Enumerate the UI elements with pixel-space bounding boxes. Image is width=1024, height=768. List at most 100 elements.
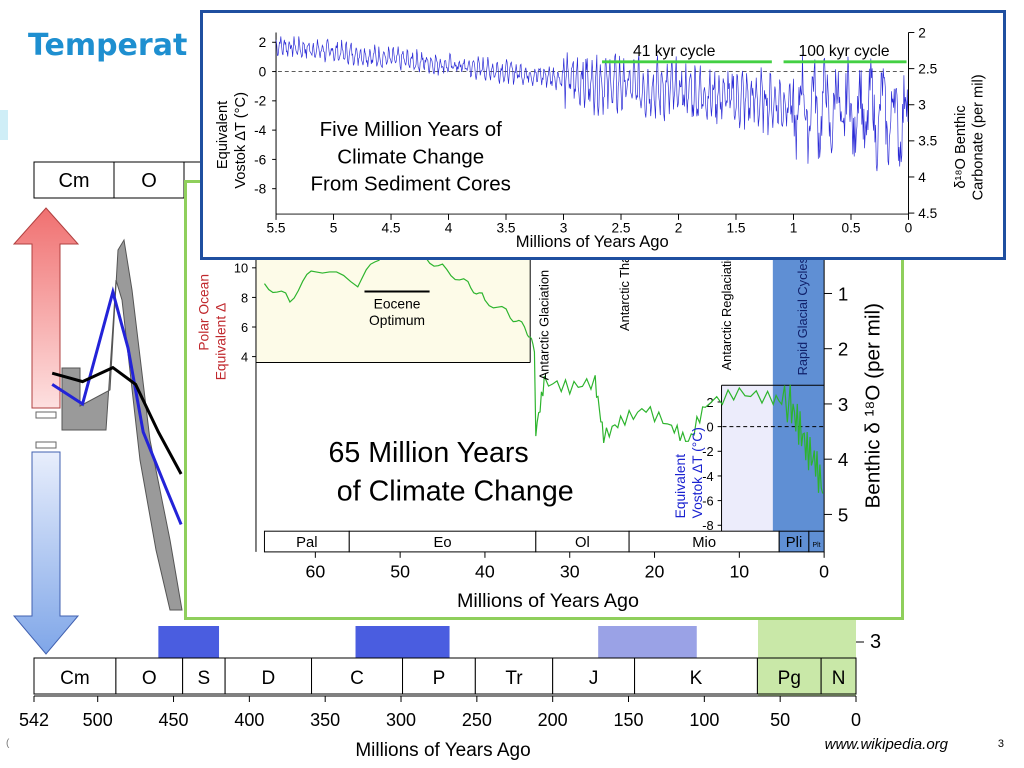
benthic-y-ticks: 1 2 3 4 5 xyxy=(824,283,848,525)
period-box-p xyxy=(402,657,476,695)
annotations: Antarctic Glaciation Antarctic Thawing Ant… xyxy=(537,229,811,380)
x-tick-label-6: 250 xyxy=(462,710,492,730)
series-short-term xyxy=(51,286,183,525)
x-axis-ticks: 5.5 5 4.5 4 3.5 3 2.5 2 1.5 1 0.5 0 xyxy=(267,214,913,236)
period-label-p: P xyxy=(433,668,446,689)
polar-axis-label-2: Equivalent Δ xyxy=(213,303,228,380)
x-tick-label-2: 450 xyxy=(159,710,189,730)
source-credit[interactable]: www.wikipedia.org xyxy=(824,736,948,753)
right-y-ticks: 2 2.5 3 3.5 4 4.5 xyxy=(908,25,938,221)
benthic-tick-label-3: 4 xyxy=(838,449,848,470)
right-axis-label-2: Carbonate (per mil) xyxy=(971,74,987,200)
period-box-d xyxy=(224,657,313,695)
polar-tick-label-1: 8 xyxy=(241,290,248,305)
epoch-label-plt: Plt xyxy=(812,542,820,549)
epoch-box-plt xyxy=(808,530,825,553)
annotation-glaciation: Antarctic Glaciation xyxy=(537,270,552,380)
glacial-bars xyxy=(158,626,856,658)
x-tick-label-11: 0 xyxy=(851,710,861,730)
period-box-s xyxy=(182,657,226,695)
series-long-term xyxy=(51,365,183,475)
warm-arrow-shape xyxy=(12,207,80,409)
period-label-n: N xyxy=(832,668,846,689)
x-tick-label-2: 40 xyxy=(475,562,495,582)
warm-arrow xyxy=(12,207,80,419)
x-tick-label-4: 20 xyxy=(645,562,665,582)
annotation-41kyr: 41 kyr cycle xyxy=(633,43,715,60)
chart-title-line-2: Climate Change xyxy=(337,145,484,168)
x-tick-label-9: 1 xyxy=(790,221,798,236)
left-axis-label-1: Equivalent xyxy=(215,101,231,169)
period-box-cm xyxy=(33,657,117,695)
page-number: 3 xyxy=(997,738,1004,750)
annotation-eocene-1: Eocene xyxy=(374,296,421,311)
period-label-s: S xyxy=(198,668,211,689)
right-tick-label-5: 4.5 xyxy=(918,206,937,221)
left-tick-label-4: -6 xyxy=(254,152,266,167)
x-tick-label-6: 2.5 xyxy=(612,221,631,236)
x-tick-label-4: 350 xyxy=(310,710,340,730)
cool-arrow xyxy=(12,441,80,655)
x-tick-label-0: 5.5 xyxy=(267,221,286,236)
rapid-cycles-band xyxy=(772,252,825,532)
right-axis-label-1: δ¹⁸O Benthic xyxy=(953,105,969,188)
x-tick-label-1: 500 xyxy=(83,710,113,730)
vostok-axis-label-1: Equivalent xyxy=(673,454,688,519)
period-label-j: J xyxy=(589,668,599,689)
copyright-mark: ( xyxy=(6,738,10,749)
x-tick-label-7: 2 xyxy=(675,221,683,236)
x-tick-label-8: 1.5 xyxy=(727,221,746,236)
vostok-panel-bg xyxy=(721,385,773,532)
x-tick-label-1: 5 xyxy=(330,221,338,236)
right-tick-label-1: 2.5 xyxy=(918,62,937,77)
benthic-tick-label-0: 1 xyxy=(838,283,848,304)
chart-title-line-3: From Sediment Cores xyxy=(311,173,511,196)
polar-panel-bg xyxy=(255,252,531,363)
period-label-o-top: O xyxy=(141,170,157,192)
left-y-ticks: 2 0 -2 -4 -6 -8 xyxy=(254,35,277,197)
period-label-cm: Cm xyxy=(60,668,90,689)
chart-title-line-1: 65 Million Years xyxy=(328,437,528,469)
vostok-tick-label-5: -8 xyxy=(702,518,713,533)
vostok-y-ticks: 20-2-4-6-8 xyxy=(702,395,722,533)
epoch-label-eo: Eo xyxy=(433,535,451,551)
benthic-tick-label-2: 3 xyxy=(838,394,848,415)
x-axis-ticks: 542 500 450 400 350 300 250 200 150 100 50 0 xyxy=(19,696,861,730)
x-tick-label-5: 300 xyxy=(386,710,416,730)
period-label-k: K xyxy=(690,668,703,689)
vostok-tick-label-1: 0 xyxy=(707,420,714,435)
period-label-o: O xyxy=(142,668,157,689)
x-tick-label-4: 3.5 xyxy=(497,221,516,236)
vostok-axis-label-2: Vostok ΔT (°C) xyxy=(690,427,705,518)
x-axis-ticks: 60 50 40 30 20 10 0 xyxy=(305,551,829,582)
benthic-axis-label: Benthic δ ¹⁸O (per mil) xyxy=(861,303,884,508)
cool-arrow-shape xyxy=(12,451,80,655)
period-box-o xyxy=(115,657,184,695)
uncertainty-band xyxy=(61,238,183,611)
epoch-label-pli: Pli xyxy=(786,535,802,551)
x-tick-label-3: 30 xyxy=(560,562,580,582)
x-tick-label-10: 0.5 xyxy=(842,221,861,236)
x-tick-label-9: 100 xyxy=(689,710,719,730)
polar-tick-label-2: 6 xyxy=(241,320,248,335)
periods-row: Cm O S D C P Tr J K Pg N xyxy=(33,657,857,695)
annotation-reglaciation: Antarctic Reglaciation xyxy=(719,246,734,370)
epoch-row: Pal Eo Ol Mio Pli Plt xyxy=(263,530,825,553)
x-axis-label: Millions of Years Ago xyxy=(457,590,639,612)
polar-tick-label-0: 10 xyxy=(234,261,248,276)
slide-title: Temperat xyxy=(28,28,188,63)
x-tick-label-3: 400 xyxy=(234,710,264,730)
vostok-series-line xyxy=(275,36,909,172)
right-tick-label-0: 2 xyxy=(918,25,926,40)
left-tick-label-3: -4 xyxy=(254,123,267,138)
benthic-tick-label-1: 2 xyxy=(838,339,848,360)
annotation-rapid-cycles: Rapid Glacial Cycles xyxy=(795,257,810,375)
x-tick-label-10: 50 xyxy=(770,710,790,730)
x-tick-label-3: 4 xyxy=(445,221,453,236)
vostok-tick-label-2: -2 xyxy=(702,444,713,459)
x-axis-label: Millions of Years Ago xyxy=(516,232,669,251)
polar-tick-label-3: 4 xyxy=(241,350,248,365)
polar-y-ticks: 10 8 6 4 xyxy=(234,261,256,365)
annotation-eocene-2: Optimum xyxy=(369,313,425,328)
chart-title-line-2: of Climate Change xyxy=(337,476,574,508)
